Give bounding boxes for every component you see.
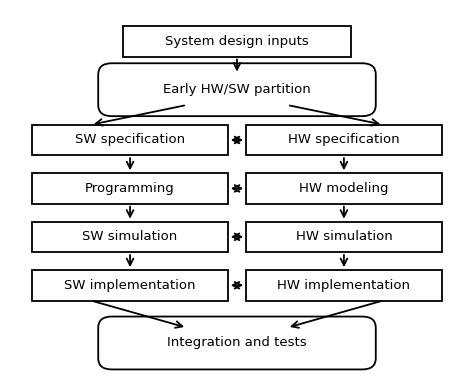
FancyBboxPatch shape: [246, 173, 442, 204]
Text: SW specification: SW specification: [75, 133, 185, 147]
Text: HW specification: HW specification: [288, 133, 400, 147]
FancyBboxPatch shape: [32, 125, 228, 155]
Text: HW simulation: HW simulation: [296, 230, 392, 243]
Text: System design inputs: System design inputs: [165, 35, 309, 48]
FancyBboxPatch shape: [32, 173, 228, 204]
Text: HW modeling: HW modeling: [299, 182, 389, 195]
Text: SW implementation: SW implementation: [64, 279, 196, 292]
FancyBboxPatch shape: [246, 222, 442, 252]
FancyBboxPatch shape: [123, 26, 351, 57]
FancyBboxPatch shape: [246, 270, 442, 301]
Text: HW implementation: HW implementation: [277, 279, 410, 292]
Text: Early HW/SW partition: Early HW/SW partition: [163, 83, 311, 96]
Text: Integration and tests: Integration and tests: [167, 336, 307, 350]
FancyBboxPatch shape: [246, 125, 442, 155]
FancyBboxPatch shape: [32, 270, 228, 301]
Text: SW simulation: SW simulation: [82, 230, 178, 243]
FancyBboxPatch shape: [98, 63, 376, 116]
FancyBboxPatch shape: [98, 317, 376, 369]
Text: Programming: Programming: [85, 182, 175, 195]
FancyBboxPatch shape: [32, 222, 228, 252]
